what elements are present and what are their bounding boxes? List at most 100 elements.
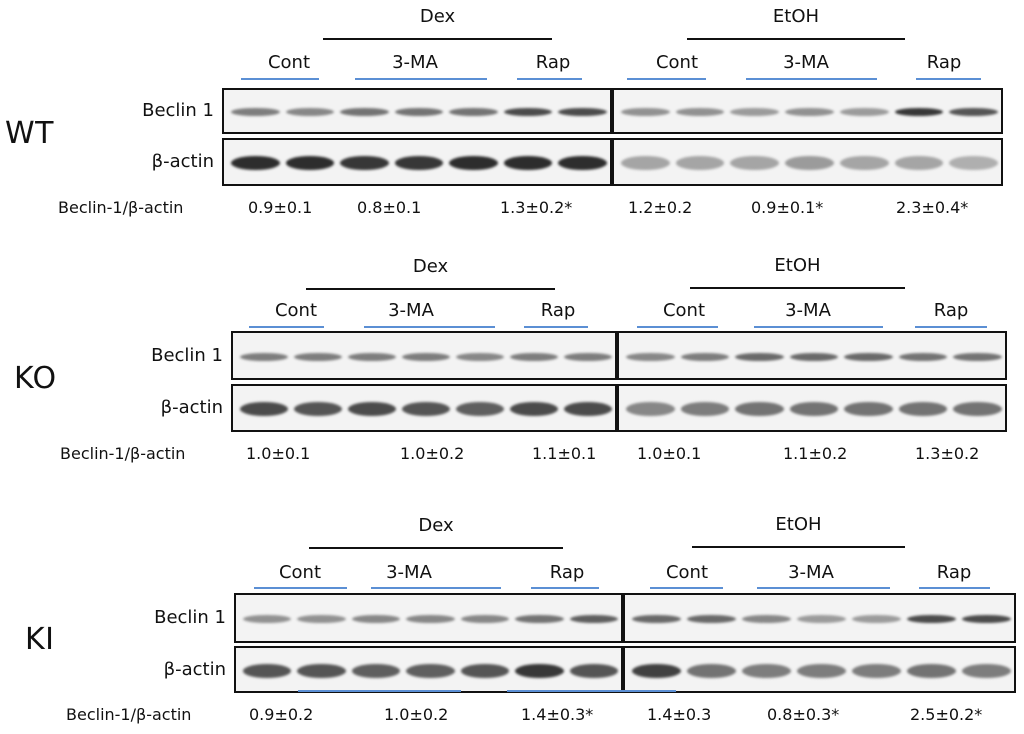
dex-cont-label: Cont — [267, 52, 311, 73]
beclin-band — [460, 615, 510, 623]
actin-dex-blot — [222, 138, 612, 186]
dex-ratio-value: 1.0±0.2 — [384, 705, 449, 724]
beclin-band — [844, 352, 893, 361]
treatment-underline — [650, 587, 723, 589]
etoh-ratio-value: 2.3±0.4* — [896, 198, 969, 217]
etoh-ratio-value: 1.1±0.2 — [783, 444, 848, 463]
beclin-band — [785, 108, 834, 116]
etoh-cont-label: Cont — [655, 52, 699, 73]
treatment-underline — [371, 587, 501, 589]
etoh-ma-label: 3-MA — [785, 300, 831, 321]
dex-label: Dex — [412, 256, 449, 277]
beclin-band — [449, 108, 498, 116]
beclin-etoh-blot — [617, 331, 1007, 380]
treatment-underline — [355, 78, 487, 80]
treatment-underline — [746, 78, 877, 80]
actin-band — [503, 156, 553, 170]
actin-band — [907, 663, 956, 678]
actin-band — [243, 663, 292, 678]
beclin-band — [294, 352, 342, 361]
actin-row-label: β-actin — [151, 151, 214, 172]
beclin-dex-blot — [234, 593, 623, 643]
actin-band — [394, 156, 444, 170]
beclin-band — [953, 352, 1002, 361]
actin-band — [844, 402, 893, 416]
actin-band — [558, 156, 607, 170]
etoh-bracket-line — [687, 38, 905, 40]
beclin-band — [340, 108, 389, 116]
beclin-etoh-blot — [612, 88, 1003, 134]
genotype-label: KO — [14, 360, 57, 396]
actin-band — [632, 663, 681, 678]
actin-band — [402, 402, 450, 416]
beclin-band — [402, 352, 450, 361]
dex-cont-label: Cont — [274, 300, 318, 321]
treatment-underline — [627, 78, 706, 80]
treatment-underline — [241, 78, 319, 80]
treatment-underline — [754, 326, 883, 328]
beclin-dex-blot — [222, 88, 612, 134]
dex-ratio-value: 0.9±0.2 — [249, 705, 314, 724]
etoh-ma-label: 3-MA — [788, 562, 834, 583]
beclin-band — [406, 615, 455, 623]
actin-band — [852, 663, 901, 678]
actin-band — [962, 663, 1011, 678]
etoh-ratio-value: 1.2±0.2 — [628, 198, 693, 217]
beclin-band — [243, 615, 292, 623]
dex-label: Dex — [418, 515, 454, 536]
actin-band — [789, 402, 839, 416]
actin-band — [460, 663, 510, 678]
etoh-rap-label: Rap — [936, 562, 972, 583]
actin-band — [730, 156, 780, 170]
actin-band — [949, 156, 998, 170]
actin-band — [510, 402, 558, 416]
actin-etoh-blot — [612, 138, 1003, 186]
actin-band — [898, 402, 948, 416]
beclin-band — [962, 615, 1011, 623]
ratio-row-label: Beclin-1/β-actin — [58, 198, 184, 217]
genotype-label: KI — [25, 622, 55, 657]
beclin-band — [898, 352, 948, 361]
beclin-band — [515, 615, 564, 623]
treatment-underline — [919, 587, 990, 589]
dex-ma-label: 3-MA — [392, 52, 438, 73]
etoh-ratio-value: 1.3±0.2 — [915, 444, 980, 463]
treatment-underline — [637, 326, 718, 328]
dex-ma-label: 3-MA — [386, 562, 432, 583]
beclin-band — [839, 108, 889, 116]
treatment-underline — [916, 78, 981, 80]
treatment-underline — [517, 78, 582, 80]
dex-ratio-value: 1.1±0.1 — [532, 444, 597, 463]
beclin-band — [231, 108, 280, 116]
actin-dex-blot — [231, 384, 617, 432]
treatment-underline — [364, 326, 495, 328]
etoh-ratio-value: 0.8±0.3* — [767, 705, 840, 724]
beclin-row-label: Beclin 1 — [142, 100, 214, 121]
actin-band — [735, 402, 784, 416]
beclin-band — [730, 108, 780, 116]
actin-etoh-blot — [623, 646, 1016, 693]
dex-ratio-value: 1.0±0.2 — [400, 444, 465, 463]
beclin-band — [510, 352, 558, 361]
ratio-row-label: Beclin-1/β-actin — [66, 705, 192, 724]
beclin-band — [735, 352, 784, 361]
dex-bracket-line — [306, 288, 555, 290]
etoh-label: EtOH — [774, 255, 821, 276]
actin-band — [348, 402, 396, 416]
beclin-band — [621, 108, 670, 116]
beclin-band — [789, 352, 839, 361]
etoh-rap-label: Rap — [926, 52, 962, 73]
beclin-row-label: Beclin 1 — [151, 344, 223, 366]
beclin-band — [564, 352, 612, 361]
dex-label: Dex — [419, 6, 456, 27]
dex-ma-label: 3-MA — [388, 300, 434, 321]
actin-band — [894, 156, 944, 170]
dex-cont-label: Cont — [278, 562, 322, 583]
beclin-band — [569, 615, 618, 623]
ki-extra-underline — [298, 690, 461, 692]
beclin-band — [894, 108, 944, 116]
actin-dex-blot — [234, 646, 623, 693]
actin-band — [285, 156, 335, 170]
beclin-band — [675, 108, 725, 116]
